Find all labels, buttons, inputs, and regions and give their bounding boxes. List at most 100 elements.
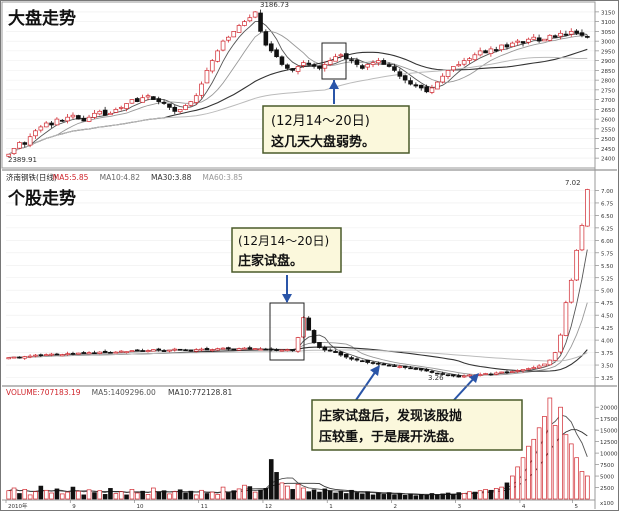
volume-bar [418, 494, 424, 500]
candle-body [376, 362, 381, 365]
volume-bar [526, 445, 531, 500]
stock-legend: 济南钢铁(日线)MA5:5.85 MA10:4.82 MA30:3.88 MA60:3… [6, 172, 243, 182]
candle-body [311, 330, 317, 343]
candle-body [215, 348, 220, 351]
candle-body [317, 65, 322, 69]
volume-bar [156, 491, 162, 500]
candle [574, 249, 579, 281]
volume-bar [27, 494, 33, 500]
candle-body [258, 348, 263, 351]
volume-bar [397, 493, 403, 500]
candle-body [515, 370, 520, 372]
volume-bar [188, 490, 194, 500]
candle [70, 112, 76, 120]
candle [70, 351, 76, 356]
candle [585, 188, 590, 227]
candle [252, 11, 258, 19]
candle [445, 69, 451, 80]
candle-body [493, 49, 499, 52]
x-tick-label: 5 [574, 504, 578, 510]
candle-body [285, 349, 290, 351]
candle [172, 347, 178, 352]
candle-body [542, 363, 547, 367]
candle-body [585, 36, 590, 38]
candle [515, 369, 520, 373]
candle [11, 356, 17, 359]
volume-bar [574, 457, 579, 500]
volume-bar [477, 490, 483, 500]
candle-body [76, 115, 81, 120]
candle [279, 55, 285, 67]
volume-bar [435, 494, 440, 500]
candle [242, 19, 247, 27]
candle-body [177, 109, 183, 113]
candle-body [477, 50, 483, 56]
candle-body [226, 347, 231, 350]
candle [510, 41, 515, 47]
candle-body [515, 40, 520, 43]
candle-body [311, 64, 317, 67]
volume-bar [515, 466, 520, 500]
y-tick-label: 5.25 [601, 276, 614, 282]
y-tick-label: 2400 [601, 157, 615, 163]
volume-bar [295, 483, 301, 500]
candle [258, 347, 263, 351]
candle-body [161, 350, 167, 352]
index-callout-line-1: (12月14～20日) [271, 114, 370, 129]
volume-bar [172, 491, 178, 500]
candle [531, 365, 537, 369]
volume-bar [327, 490, 333, 500]
candle [563, 30, 569, 37]
candle-body [290, 349, 295, 351]
volume-bar [445, 492, 451, 500]
candle [38, 353, 44, 357]
candle-body [177, 348, 183, 351]
candle-body [493, 372, 499, 375]
volume-bar [247, 486, 253, 500]
candle-body [33, 130, 38, 137]
candle [49, 120, 54, 128]
y-tick-label: 2900 [601, 59, 615, 65]
candle [536, 34, 542, 43]
candle [54, 117, 60, 126]
candle-body [488, 48, 494, 54]
candle-body [22, 356, 28, 359]
candle-body [360, 360, 365, 363]
stock-arrow-top-head [282, 294, 292, 303]
candle [456, 61, 462, 67]
candle-body [483, 373, 488, 375]
volume-bar [510, 475, 515, 500]
candle-body [33, 354, 38, 357]
legend-entry: MA5:5.85 [53, 173, 89, 182]
volume-bar [17, 493, 22, 500]
candle [365, 63, 370, 71]
candle-body [183, 349, 188, 352]
candle [526, 37, 531, 45]
volume-bar [209, 491, 215, 500]
y-tick-label: 4.75 [601, 301, 614, 307]
candle-body [365, 359, 370, 363]
volume-bar [151, 487, 156, 500]
volume-bar [252, 491, 258, 500]
volume-bar [381, 494, 387, 500]
candle [322, 345, 328, 353]
candle-body [209, 349, 215, 351]
candle-body [199, 348, 204, 351]
candle [113, 351, 119, 354]
candle [381, 58, 387, 65]
candle [365, 359, 370, 365]
volume-bar [220, 486, 226, 500]
candle-body [510, 42, 515, 47]
candle-body [338, 54, 344, 57]
volume-bar [279, 482, 285, 500]
candle-body [397, 366, 403, 368]
stock-callout-top-line-1: (12月14～20日) [238, 234, 329, 248]
candle [199, 81, 204, 99]
candle [204, 67, 210, 84]
volume-bar [392, 494, 397, 500]
volume-bar [472, 491, 478, 500]
volume-bar [456, 492, 462, 500]
candle-body [97, 351, 103, 354]
volume-bar [568, 443, 574, 500]
candle-body [140, 97, 145, 103]
